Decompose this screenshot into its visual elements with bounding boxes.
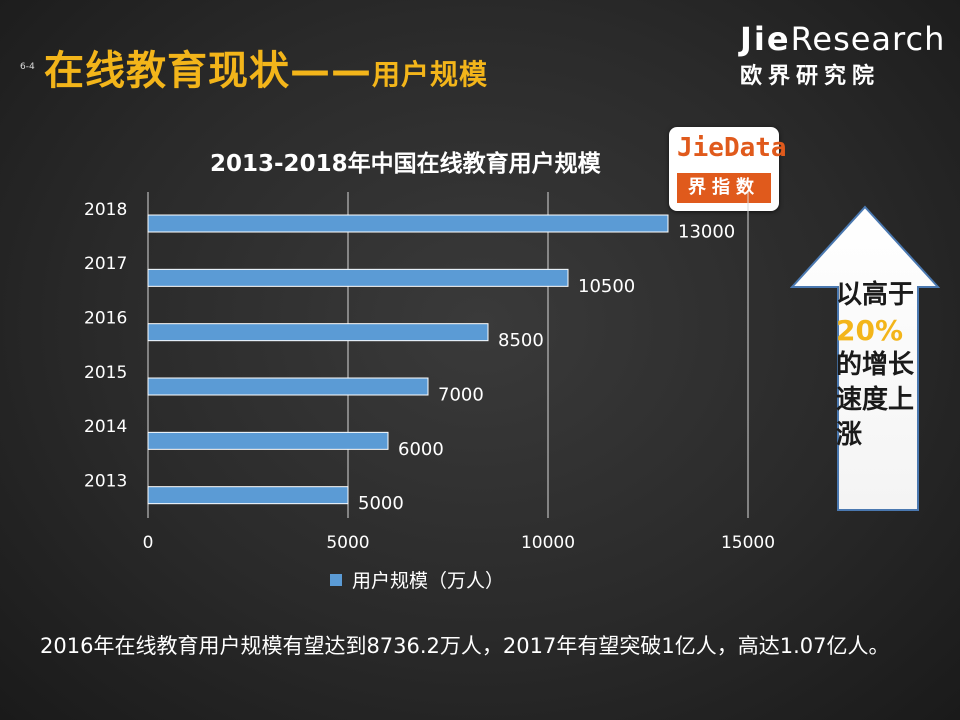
y-category-label: 2018 bbox=[84, 200, 127, 220]
slide-title: 在线教育现状——用户规模 bbox=[44, 38, 488, 96]
brand-research: Research bbox=[790, 20, 946, 58]
badge-bottom: 界指数 bbox=[677, 173, 771, 203]
badge-top: JieData bbox=[677, 133, 787, 163]
y-category-label: 2013 bbox=[84, 471, 127, 491]
growth-line4: 涨 bbox=[836, 420, 863, 450]
data-label: 7000 bbox=[438, 385, 484, 406]
y-category-label: 2017 bbox=[84, 254, 127, 274]
up-arrow-icon bbox=[790, 205, 940, 511]
x-tick-label: 10000 bbox=[521, 533, 575, 553]
bar bbox=[147, 486, 349, 505]
data-label: 8500 bbox=[498, 330, 544, 351]
brand-jie: Jie bbox=[740, 20, 791, 58]
bar bbox=[147, 377, 429, 396]
data-label: 6000 bbox=[398, 439, 444, 460]
data-label: 5000 bbox=[358, 493, 404, 514]
growth-line2: 的增长 bbox=[836, 350, 915, 380]
growth-note: 以高于 20% 的增长 速度上 涨 bbox=[836, 278, 936, 453]
legend-swatch bbox=[330, 574, 342, 586]
footer-note: 2016年在线教育用户规模有望达到8736.2万人，2017年有望突破1亿人，高… bbox=[40, 634, 890, 658]
y-category-label: 2015 bbox=[84, 363, 127, 383]
y-category-label: 2016 bbox=[84, 308, 127, 328]
brand-logo: JieResearch 欧界研究院 bbox=[740, 20, 944, 90]
bar bbox=[147, 323, 489, 342]
x-tick-label: 15000 bbox=[721, 533, 775, 553]
growth-line1: 以高于 bbox=[836, 280, 915, 310]
bar bbox=[147, 268, 569, 287]
data-label: 13000 bbox=[678, 222, 735, 243]
x-tick-label: 0 bbox=[143, 533, 154, 553]
jiedata-badge: JieData 界指数 bbox=[669, 127, 787, 211]
legend-label: 用户规模（万人） bbox=[352, 570, 504, 592]
bar bbox=[147, 214, 669, 233]
bar bbox=[147, 431, 389, 450]
brand-cn: 欧界研究院 bbox=[740, 64, 881, 89]
chart-title: 2013-2018年中国在线教育用户规模 bbox=[210, 151, 601, 177]
title-dash: —— bbox=[290, 48, 372, 94]
data-label: 10500 bbox=[578, 276, 635, 297]
growth-pct: 20% bbox=[836, 314, 904, 347]
title-sub: 用户规模 bbox=[372, 58, 489, 91]
y-category-label: 2014 bbox=[84, 417, 127, 437]
tiny-mark: 6-4 bbox=[20, 62, 35, 72]
x-tick-label: 5000 bbox=[326, 533, 369, 553]
growth-line3: 速度上 bbox=[836, 385, 915, 415]
title-main: 在线教育现状 bbox=[44, 48, 290, 94]
